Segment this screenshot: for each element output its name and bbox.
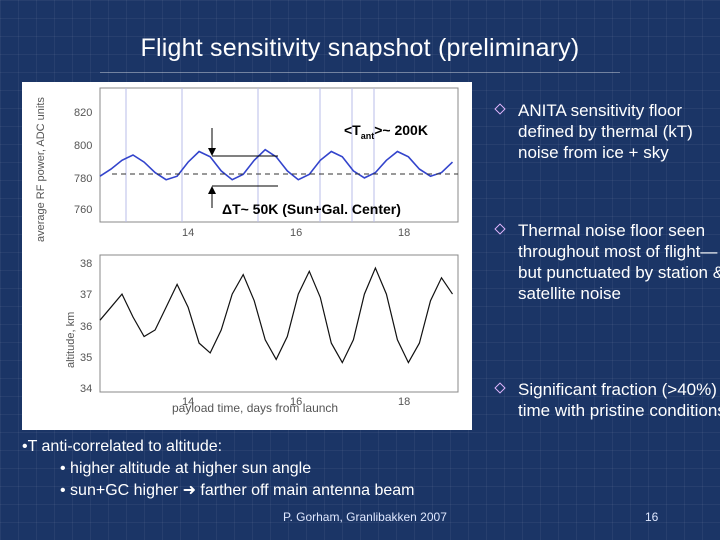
note-block: •T anti-correlated to altitude: • higher… <box>22 436 492 502</box>
top-ylabel: average RF power, ADC units <box>35 97 47 242</box>
bullet-item: Significant fraction (>40%) of time with… <box>494 379 720 421</box>
top-ytick: 800 <box>74 140 92 152</box>
top-grid <box>125 88 375 222</box>
note-line-b: farther off main antenna beam <box>195 482 415 499</box>
tant-annotation: <Tant>~ 200K <box>344 122 428 141</box>
rf-power-line <box>99 148 454 181</box>
top-xtick: 14 <box>182 227 194 239</box>
delta-t-annotation: ΔT~ 50K (Sun+Gal. Center) <box>222 201 401 217</box>
slide-number: 16 <box>645 510 659 524</box>
slide-title: Flight sensitivity snapshot (preliminary… <box>140 34 580 62</box>
altitude-line <box>99 266 453 364</box>
bottom-ylabel: altitude, km <box>65 312 77 368</box>
tant-annotation-sub: ant <box>361 131 375 141</box>
bullet-item: ANITA sensitivity floor defined by therm… <box>494 100 720 163</box>
bottom-ytick: 36 <box>80 321 92 333</box>
bullet-text: Thermal noise floor seen throughout most… <box>518 221 720 303</box>
tant-annotation-b: >~ 200K <box>374 122 428 138</box>
right-arrow-icon: ➜ <box>182 482 196 499</box>
footer-credit: P. Gorham, Granlibakken 2007 <box>283 510 447 524</box>
top-ytick: 760 <box>74 204 92 216</box>
bottom-ytick: 37 <box>80 289 92 301</box>
top-xtick: 18 <box>398 227 410 239</box>
arrow-down-head <box>208 148 216 156</box>
diamond-bullet-icon <box>494 382 506 394</box>
note-line: • higher altitude at higher sun angle <box>60 460 312 477</box>
bottom-xtick: 16 <box>290 396 302 408</box>
bottom-ytick: 38 <box>80 258 92 270</box>
figure-svg: average RF power, ADC units altitude, km… <box>35 87 459 415</box>
note-line: •T anti-correlated to altitude: <box>22 438 223 455</box>
top-ytick: 820 <box>74 107 92 119</box>
title-divider <box>100 72 620 73</box>
bottom-ytick: 35 <box>80 352 92 364</box>
top-ytick: 780 <box>74 173 92 185</box>
bullet-text: ANITA sensitivity floor defined by therm… <box>518 101 693 162</box>
top-xtick: 16 <box>290 227 302 239</box>
arrow-up-head <box>208 186 216 194</box>
tant-annotation-a: <T <box>344 122 361 138</box>
bottom-ytick: 34 <box>80 383 92 395</box>
note-line: • sun+GC higher ➜ farther off main anten… <box>22 480 492 502</box>
diamond-bullet-icon <box>494 223 506 235</box>
bottom-plot-frame <box>99 254 459 393</box>
bottom-xtick: 14 <box>182 396 194 408</box>
bottom-xlabel: payload time, days from launch <box>172 401 338 415</box>
top-plot-frame <box>99 87 459 223</box>
note-line-a: • sun+GC higher <box>60 482 183 499</box>
bullet-item: Thermal noise floor seen throughout most… <box>494 220 720 304</box>
figure-panel: average RF power, ADC units altitude, km… <box>22 82 472 430</box>
bottom-series <box>99 266 453 364</box>
top-series <box>99 148 454 181</box>
diamond-bullet-icon <box>494 103 506 115</box>
bottom-xtick: 18 <box>398 396 410 408</box>
bullet-text: Significant fraction (>40%) of time with… <box>518 380 720 420</box>
